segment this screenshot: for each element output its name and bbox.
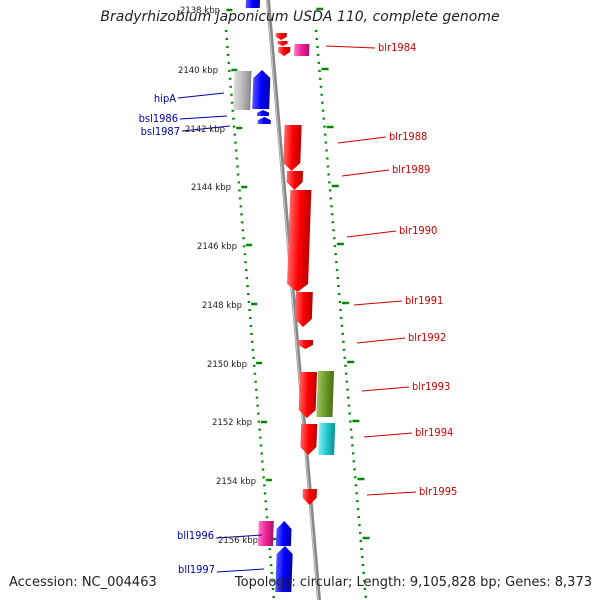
gene-label-bsl1987[interactable]: bsl1987 [141, 125, 180, 138]
tick-label-2148: 2148 kbp [202, 301, 242, 311]
map-title: Bradyrhizobium japonicum USDA 110, compl… [100, 9, 500, 25]
callout-line [346, 230, 397, 238]
tick-label-2140: 2140 kbp [178, 66, 218, 76]
gene-label-blr1984[interactable]: blr1984 [378, 41, 416, 54]
gene-blr1992[interactable] [297, 340, 314, 349]
tick-label-2150: 2150 kbp [207, 360, 247, 370]
gene-bll1996[interactable] [275, 521, 292, 546]
callout-line [366, 491, 417, 496]
callout-line [356, 337, 406, 344]
gene-blr1994[interactable] [300, 424, 318, 455]
accession-text: Accession: NC_004463 [9, 575, 157, 590]
scale-ticks [226, 7, 370, 541]
gene-blr1990[interactable] [287, 190, 312, 292]
callout-line [215, 534, 263, 539]
callout-line [179, 115, 228, 120]
callout-line [361, 386, 410, 392]
gene-bsl1987[interactable] [257, 117, 271, 124]
callout-line [177, 92, 225, 99]
gene-label-blr1993[interactable]: blr1993 [412, 380, 450, 393]
gene-bll1997[interactable] [275, 546, 293, 592]
right-gene-labels[interactable]: blr1984 blr1988 blr1989 blr1990 blr1991 … [378, 41, 457, 498]
gene-blr1995[interactable] [302, 489, 317, 505]
gene-blr1988[interactable] [283, 125, 302, 171]
right-dotted-boundary [314, 29, 368, 600]
gene-bsl1986[interactable] [256, 110, 270, 116]
gene-small-3[interactable] [278, 47, 291, 56]
gene-blr1993[interactable] [298, 372, 318, 418]
gene-olive[interactable] [316, 371, 335, 417]
gene-label-bsl1986[interactable]: bsl1986 [139, 112, 178, 125]
tick-label-2144: 2144 kbp [191, 183, 231, 193]
gene-label-blr1990[interactable]: blr1990 [399, 224, 437, 237]
gene-label-blr1989[interactable]: blr1989 [392, 163, 430, 176]
gene-label-blr1991[interactable]: blr1991 [405, 294, 443, 307]
gene-small-1[interactable] [275, 33, 287, 40]
gene-small-2[interactable] [277, 41, 288, 46]
callout-line [216, 568, 265, 573]
gene-label-bll1996[interactable]: bll1996 [177, 529, 214, 542]
genome-summary-text: Topology: circular; Length: 9,105,828 bp… [234, 575, 592, 590]
gene-blr1989[interactable] [286, 171, 304, 190]
tick-label-2152: 2152 kbp [212, 418, 252, 428]
gene-blr1984[interactable] [294, 44, 310, 56]
tick-label-2146: 2146 kbp [197, 242, 237, 252]
tick-label-2154: 2154 kbp [216, 477, 256, 487]
callout-line [341, 169, 390, 177]
gene-bll1996-m[interactable] [257, 521, 274, 546]
gene-label-bll1997[interactable]: bll1997 [178, 563, 215, 576]
gene-hipA[interactable] [252, 70, 271, 109]
callout-line [181, 125, 231, 132]
callout-line [325, 45, 376, 49]
tick-label-2138: 2138 kbp [180, 6, 220, 16]
tick-label-2156: 2156 kbp [218, 536, 258, 546]
gene-cyan[interactable] [318, 423, 336, 455]
gene-label-blr1992[interactable]: blr1992 [408, 331, 446, 344]
left-gene-labels[interactable]: hipA bsl1986 bsl1987 bll1996 bll1997 [139, 92, 215, 576]
callout-line [337, 136, 387, 144]
gene-label-hipA[interactable]: hipA [154, 92, 176, 105]
gene-label-blr1995[interactable]: blr1995 [419, 485, 457, 498]
callout-line [353, 300, 403, 306]
gene-track [233, 0, 336, 592]
gene-gray[interactable] [233, 71, 252, 110]
gene-callouts [177, 45, 417, 573]
tick-label-2142: 2142 kbp [185, 125, 225, 135]
gene-blr1991[interactable] [294, 292, 313, 327]
tick-labels: 2138 kbp 2140 kbp 2142 kbp 2144 kbp 2146… [178, 6, 258, 546]
gene-top-blue[interactable] [245, 0, 260, 8]
gene-label-blr1994[interactable]: blr1994 [415, 426, 453, 439]
gene-label-blr1988[interactable]: blr1988 [389, 130, 427, 143]
callout-line [363, 432, 413, 438]
